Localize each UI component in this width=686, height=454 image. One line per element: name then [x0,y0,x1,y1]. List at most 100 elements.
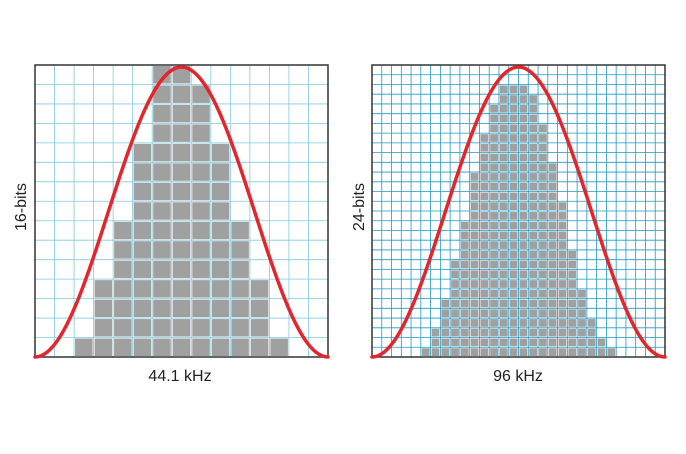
sample-block [470,173,479,181]
sample-block [539,250,547,259]
sample-block [499,250,508,259]
sample-block [509,173,518,181]
sample-block [587,328,596,337]
sample-block [153,182,171,201]
sample-block [470,192,479,201]
sample-block [133,143,152,162]
sample-block [490,289,498,298]
sample-block [587,348,596,356]
sample-block [480,221,489,230]
sample-block [431,328,440,337]
sample-block [470,250,479,259]
sample-block [153,124,171,142]
sample-block [480,202,489,210]
sample-block [192,260,210,279]
sample-block [153,338,171,356]
sample-block [460,280,469,288]
sample-block [529,202,538,210]
sample-block [211,143,230,162]
sample-block [490,280,498,288]
sample-block [568,280,577,288]
sample-block [597,338,606,347]
sample-block [470,289,479,298]
sample-block [509,289,518,298]
sample-block [509,280,518,288]
sample-block [480,270,489,279]
sample-block [529,299,538,308]
sample-block [499,85,508,94]
sample-block [133,202,152,220]
sample-block [480,192,489,201]
sample-block [509,250,518,259]
sample-block [529,153,538,162]
sample-block [519,153,528,162]
sample-block [480,338,489,347]
sample-block [558,202,567,210]
sample-block [499,124,508,133]
sample-block [539,221,547,230]
sample-block [470,270,479,279]
sample-block [153,202,171,220]
sample-block [490,202,498,210]
sample-block [548,250,557,259]
sample-block [172,124,191,142]
sample-block [480,348,489,356]
sample-block [558,328,567,337]
sample-block [539,182,547,191]
sample-block [529,231,538,240]
sample-block [94,319,113,337]
x-axis-label-left: 44.1 kHz [148,368,212,385]
sample-block [539,212,547,220]
sample-block [509,134,518,142]
sample-block [441,299,450,308]
sample-block [509,192,518,201]
grid-lines [371,64,666,358]
sample-block [480,260,489,269]
sample-block [499,309,508,318]
sample-block [153,260,171,279]
sample-block [470,182,479,191]
sample-block [114,260,132,279]
sample-block [499,328,508,337]
sample-block [519,260,528,269]
sample-block [578,309,586,318]
sample-block [568,309,577,318]
sample-block [607,348,616,356]
sample-block [499,221,508,230]
sample-block [558,221,567,230]
sample-block [490,309,498,318]
sample-block [578,299,586,308]
sample-block [211,182,230,201]
sample-block [519,182,528,191]
sample-block [519,202,528,210]
sample-block [211,299,230,318]
sample-block [490,134,498,142]
sample-block [470,309,479,318]
sample-block [519,163,528,172]
sample-block [499,202,508,210]
sample-block [480,309,489,318]
sample-block [539,163,547,172]
sample-block [499,260,508,269]
sample-block [211,241,230,259]
sample-block [490,270,498,279]
sample-block [578,348,586,356]
sample-block [568,338,577,347]
sample-block [192,280,210,298]
sample-block [192,143,210,162]
sample-block [192,319,210,337]
sample-block [568,260,577,269]
sample-block [499,143,508,152]
sample-block [548,163,557,172]
sample-block [548,212,557,220]
sample-block [192,104,210,123]
sample-block [519,124,528,133]
sample-block [548,231,557,240]
sample-block [490,299,498,308]
sample-block [490,260,498,269]
sample-block [587,319,596,327]
sample-block [470,241,479,249]
sample-block [529,173,538,181]
sample-block [568,328,577,337]
sample-block [519,319,528,327]
